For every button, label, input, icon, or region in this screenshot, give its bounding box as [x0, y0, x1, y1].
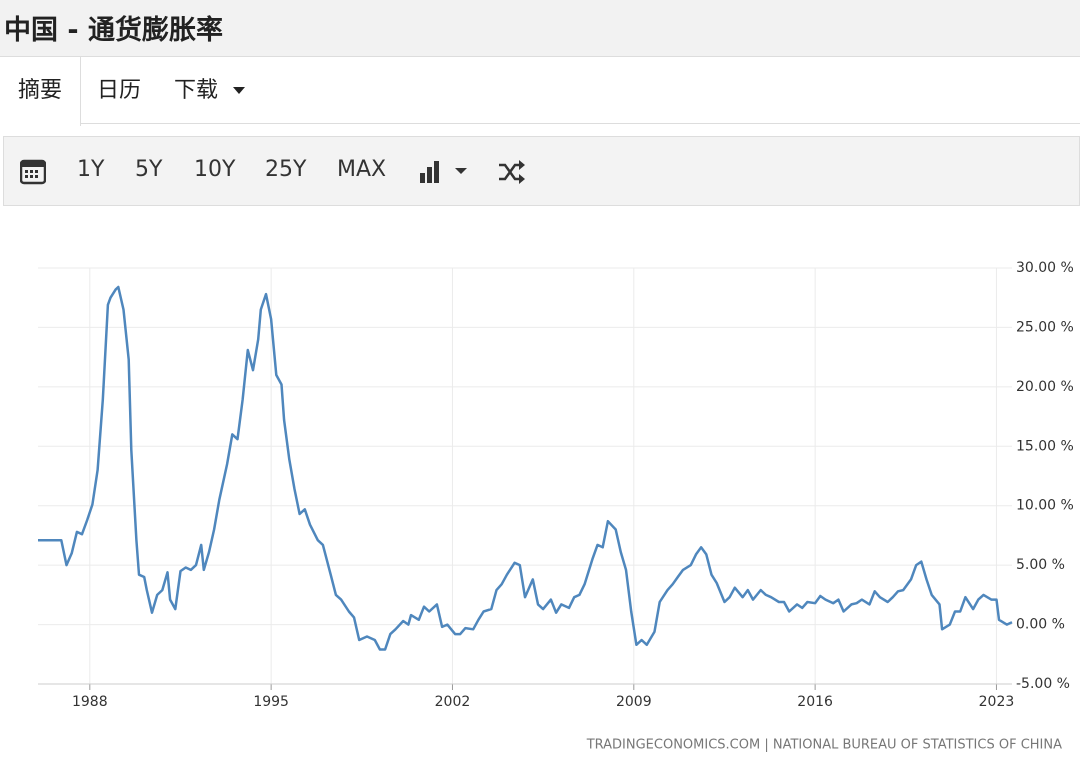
- y-tick-label: 20.00 %: [1016, 379, 1074, 395]
- x-tick-label: 2023: [979, 694, 1015, 710]
- range-button[interactable]: 1Y: [77, 157, 105, 182]
- tab[interactable]: 摘要: [0, 57, 81, 126]
- x-tick-label: 2002: [435, 694, 471, 710]
- dropdown-caret: [233, 87, 245, 94]
- y-tick-label: 15.00 %: [1016, 438, 1074, 454]
- y-tick-label: -5.00 %: [1016, 676, 1070, 692]
- tabs: 摘要 日历 下载: [0, 56, 1080, 126]
- x-tick-label: 2009: [616, 694, 652, 710]
- header: 中国 - 通货膨胀率: [0, 0, 1080, 56]
- chart-type-icon[interactable]: [418, 159, 470, 185]
- y-tick-label: 5.00 %: [1016, 557, 1065, 573]
- y-tick-label: 25.00 %: [1016, 319, 1074, 335]
- page-title: 中国 - 通货膨胀率: [4, 15, 224, 46]
- toolbar: 1Y 5Y 10Y 25Y MAX: [3, 136, 1080, 206]
- tab[interactable]: 日历: [97, 78, 142, 103]
- x-tick-label: 2016: [797, 694, 833, 710]
- range-button[interactable]: 10Y: [194, 157, 236, 182]
- source-note: TRADINGECONOMICS.COM | NATIONAL BUREAU O…: [586, 738, 1062, 753]
- range-button[interactable]: 25Y: [265, 157, 307, 182]
- tab[interactable]: 下载: [174, 78, 219, 103]
- y-tick-label: 10.00 %: [1016, 498, 1074, 514]
- shuffle-icon[interactable]: [497, 159, 527, 185]
- calendar-icon[interactable]: [20, 159, 46, 185]
- y-tick-label: 0.00 %: [1016, 617, 1065, 633]
- y-tick-label: 30.00 %: [1016, 260, 1074, 276]
- x-tick-label: 1988: [72, 694, 108, 710]
- data-line: [38, 285, 1013, 651]
- range-button[interactable]: 5Y: [135, 157, 163, 182]
- range-button[interactable]: MAX: [337, 157, 387, 182]
- x-tick-label: 1995: [253, 694, 289, 710]
